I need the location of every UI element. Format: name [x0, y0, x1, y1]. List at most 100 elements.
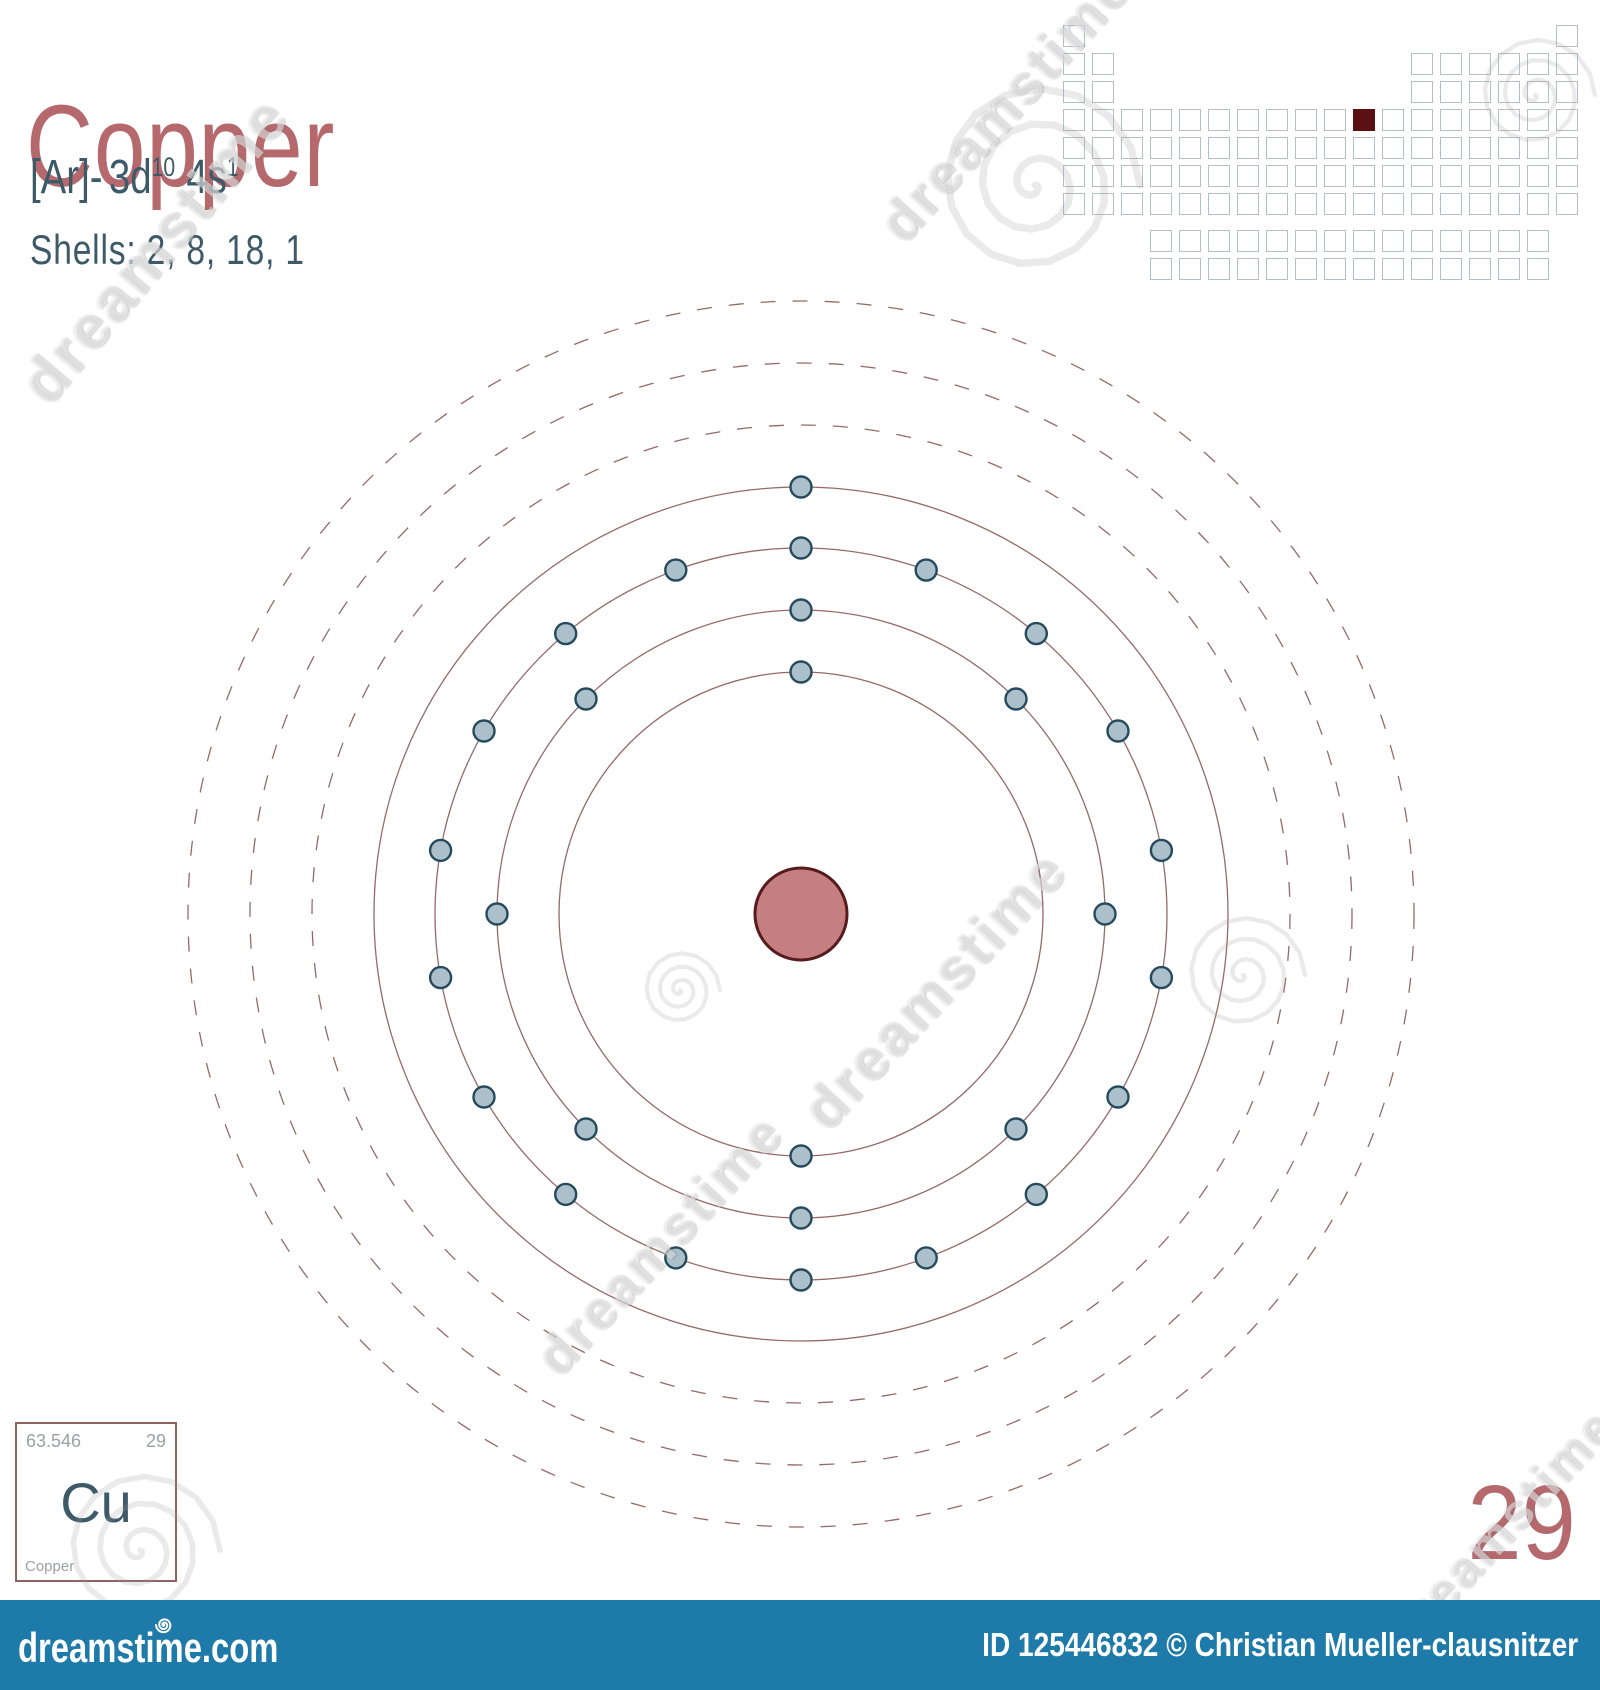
periodic-cell [1150, 137, 1172, 159]
periodic-cell [1556, 165, 1578, 187]
electron-dot [1149, 838, 1174, 863]
config-d-orbital: 3d [108, 151, 152, 204]
periodic-cell [1266, 258, 1288, 280]
config-d-superscript: 10 [151, 152, 176, 182]
electron-dot [472, 1085, 496, 1109]
electron-dot [789, 536, 813, 560]
electron-dot [789, 598, 813, 622]
periodic-cell [1556, 137, 1578, 159]
periodic-cell [1469, 109, 1491, 131]
periodic-cell [1411, 165, 1433, 187]
electron-dot [1093, 902, 1117, 926]
periodic-cell [1266, 193, 1288, 215]
periodic-cell [1208, 137, 1230, 159]
periodic-cell [1469, 137, 1491, 159]
periodic-cell [1382, 165, 1404, 187]
periodic-cell [1469, 53, 1491, 75]
config-s-superscript: 1 [226, 152, 239, 182]
electron-dot [789, 1268, 813, 1292]
periodic-cell [1440, 165, 1462, 187]
periodic-cell [1295, 137, 1317, 159]
periodic-cell [1063, 165, 1085, 187]
periodic-cell [1063, 81, 1085, 103]
periodic-cell [1324, 165, 1346, 187]
periodic-cell [1121, 137, 1143, 159]
periodic-cell [1469, 165, 1491, 187]
config-noble-gas: [Ar]- [30, 151, 103, 204]
periodic-cell [1411, 53, 1433, 75]
electron-dot [574, 687, 598, 711]
electron-dot [789, 475, 813, 499]
periodic-cell [1150, 230, 1172, 252]
periodic-cell [1179, 193, 1201, 215]
periodic-cell [1150, 109, 1172, 131]
dreamstime-logo: dreamstime.com [18, 1624, 279, 1671]
electron-shell-orbit [434, 547, 1168, 1281]
periodic-cell [1440, 109, 1462, 131]
periodic-cell [1382, 109, 1404, 131]
electron-dot [1149, 965, 1174, 990]
periodic-cell [1324, 137, 1346, 159]
electron-dot [664, 1246, 688, 1270]
element-tile: 63.546 29 Cu Copper [15, 1422, 177, 1582]
periodic-cell [1556, 193, 1578, 215]
periodic-cell [1121, 165, 1143, 187]
periodic-cell [1498, 109, 1520, 131]
periodic-cell [1469, 193, 1491, 215]
periodic-cell [1208, 165, 1230, 187]
periodic-cell [1469, 258, 1491, 280]
periodic-cell [1092, 53, 1114, 75]
periodic-cell [1179, 137, 1201, 159]
periodic-cell [1237, 193, 1259, 215]
electron-dot [1024, 621, 1049, 646]
electron-configuration: [Ar]- 3d10 4s1 [30, 150, 239, 205]
periodic-cell [1266, 165, 1288, 187]
periodic-cell [1063, 109, 1085, 131]
element-name: Copper [25, 1558, 75, 1575]
electron-dot [914, 1246, 938, 1270]
periodic-cell [1121, 109, 1143, 131]
periodic-cell [1266, 109, 1288, 131]
electron-dot [472, 719, 496, 743]
periodic-cell [1092, 81, 1114, 103]
periodic-cell [1469, 81, 1491, 103]
periodic-cell [1179, 109, 1201, 131]
periodic-table-minimap [1063, 25, 1579, 281]
config-s-orbital: 4s [186, 151, 227, 204]
periodic-cell [1527, 81, 1549, 103]
periodic-cell [1237, 165, 1259, 187]
periodic-cell [1324, 193, 1346, 215]
periodic-cell [1382, 258, 1404, 280]
electron-dot [574, 1117, 598, 1141]
periodic-cell [1266, 137, 1288, 159]
periodic-cell [1440, 258, 1462, 280]
periodic-cell [1498, 230, 1520, 252]
spiral-watermark [1189, 915, 1308, 1024]
empty-shell-orbit [311, 424, 1291, 1404]
periodic-cell [1527, 165, 1549, 187]
empty-shell-orbit [249, 362, 1353, 1466]
periodic-cell [1411, 109, 1433, 131]
periodic-cell [1150, 165, 1172, 187]
periodic-cell [1208, 230, 1230, 252]
periodic-cell [1353, 193, 1375, 215]
periodic-cell [1527, 109, 1549, 131]
periodic-cell [1382, 137, 1404, 159]
electron-shell-orbit [558, 671, 1044, 1157]
periodic-cell [1237, 137, 1259, 159]
periodic-cell [1324, 230, 1346, 252]
periodic-cell [1440, 193, 1462, 215]
periodic-cell [1411, 137, 1433, 159]
electron-dot [789, 1206, 813, 1230]
periodic-cell [1237, 230, 1259, 252]
periodic-cell [1237, 258, 1259, 280]
atomic-number-large: 29 [1467, 1464, 1576, 1582]
electron-dot [485, 902, 509, 926]
electron-dot [664, 558, 688, 582]
electron-dot [428, 838, 453, 863]
periodic-cell [1324, 109, 1346, 131]
periodic-cell [1440, 137, 1462, 159]
periodic-cell [1527, 230, 1549, 252]
electron-dot [789, 1144, 813, 1168]
